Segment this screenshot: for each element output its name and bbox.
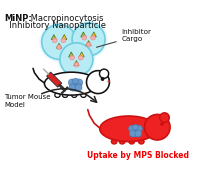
Circle shape [101, 77, 104, 81]
Circle shape [87, 71, 109, 94]
Polygon shape [69, 52, 74, 57]
Polygon shape [47, 72, 62, 87]
Ellipse shape [119, 139, 125, 144]
Circle shape [129, 130, 136, 137]
Circle shape [129, 125, 135, 132]
Circle shape [135, 130, 142, 137]
Circle shape [52, 38, 57, 43]
Circle shape [57, 40, 95, 78]
Circle shape [133, 125, 138, 130]
Circle shape [78, 55, 83, 60]
Polygon shape [79, 52, 84, 57]
Circle shape [70, 55, 74, 60]
Circle shape [86, 42, 91, 47]
Circle shape [73, 78, 78, 84]
Circle shape [69, 79, 76, 86]
Text: Tumor Mouse
Model: Tumor Mouse Model [4, 94, 51, 108]
Circle shape [70, 80, 81, 91]
Ellipse shape [81, 93, 86, 97]
Text: Uptake by MPS Blocked: Uptake by MPS Blocked [87, 150, 189, 160]
Circle shape [75, 84, 82, 91]
Polygon shape [51, 35, 56, 40]
Circle shape [82, 35, 87, 40]
Text: Macropinocytosis: Macropinocytosis [28, 14, 103, 23]
Polygon shape [74, 60, 79, 66]
Circle shape [39, 22, 79, 62]
Circle shape [90, 35, 95, 40]
Ellipse shape [45, 72, 98, 95]
Polygon shape [56, 43, 62, 48]
Ellipse shape [62, 93, 68, 97]
Circle shape [161, 122, 164, 126]
Circle shape [69, 20, 108, 58]
Ellipse shape [111, 139, 117, 144]
Ellipse shape [139, 139, 144, 144]
Circle shape [135, 125, 142, 132]
Circle shape [76, 79, 83, 86]
Polygon shape [62, 35, 67, 40]
Polygon shape [91, 32, 96, 37]
Circle shape [108, 81, 109, 82]
Circle shape [72, 23, 105, 56]
Polygon shape [86, 41, 91, 46]
Circle shape [61, 38, 66, 43]
Polygon shape [81, 32, 86, 37]
Circle shape [99, 69, 109, 78]
Circle shape [145, 114, 170, 140]
Text: Inhibitory Nanoparticle: Inhibitory Nanoparticle [4, 21, 106, 30]
Circle shape [130, 126, 141, 137]
Circle shape [160, 113, 169, 122]
Circle shape [60, 43, 93, 76]
Circle shape [69, 84, 76, 91]
Ellipse shape [100, 116, 157, 142]
Circle shape [42, 25, 76, 59]
Circle shape [74, 62, 79, 67]
Ellipse shape [55, 93, 60, 97]
Text: MiNP:: MiNP: [4, 14, 32, 23]
Text: Inhibitor
Cargo: Inhibitor Cargo [96, 29, 152, 47]
Ellipse shape [129, 139, 134, 144]
Circle shape [57, 45, 62, 50]
Ellipse shape [72, 93, 77, 97]
